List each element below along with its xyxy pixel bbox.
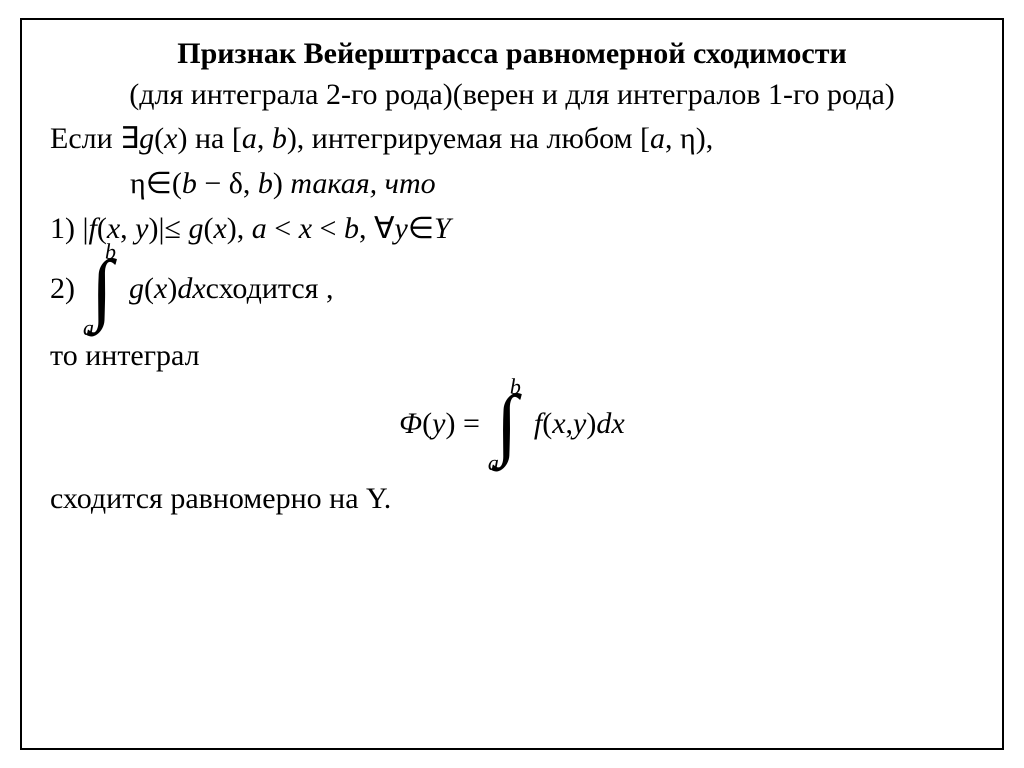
condition-intro-line: Если ∃g(x) на [a, b), интегрируемая на л… [50, 116, 974, 161]
integral-lower-limit: a [83, 315, 94, 341]
text-fragment: ( [542, 407, 552, 441]
text-fragment: ( [144, 272, 154, 306]
math-var: a [252, 212, 267, 245]
math-var: y [432, 407, 445, 441]
text-fragment: ( [203, 212, 213, 245]
text-fragment: ( [422, 407, 432, 441]
text-fragment: ) [273, 167, 291, 200]
text-fragment: )|≤ [149, 212, 189, 245]
math-var: x [164, 122, 177, 155]
condition-2-line: 2) b ∫ a g(x)dx сходится , [50, 253, 974, 325]
then-line: то интеграл [50, 333, 974, 378]
math-var: a [242, 122, 257, 155]
integral-lower-limit: a [488, 450, 499, 476]
text-fragment: η∈( [130, 167, 182, 200]
text-fragment: , ∀ [359, 212, 395, 245]
math-var: x [154, 272, 167, 306]
text-fragment: < [312, 212, 344, 245]
math-var: b [182, 167, 197, 200]
math-var: Φ [399, 407, 422, 441]
math-var: f [89, 212, 97, 245]
text-fragment: , [120, 212, 135, 245]
text-fragment: , [257, 122, 272, 155]
text-fragment: ), [227, 212, 252, 245]
integral-upper-limit: b [510, 374, 521, 400]
math-var: dx [177, 272, 205, 306]
text-fragment: ∈ [408, 212, 434, 245]
math-var: g [188, 212, 203, 245]
text-fragment: ( [154, 122, 164, 155]
math-var: g [139, 122, 154, 155]
math-var: g [129, 272, 144, 306]
theorem-subtitle: (для интеграла 2-го рода)(верен и для ин… [50, 75, 974, 116]
text-fragment: 1) | [50, 212, 89, 245]
text-fragment: ) [167, 272, 177, 306]
text-fragment: Если ∃ [50, 122, 139, 155]
integral-upper-limit: b [105, 239, 116, 265]
math-var: a [650, 122, 665, 155]
math-var: b [344, 212, 359, 245]
phi-equation: Φ(y) = b ∫ a f(x, y)dx [50, 388, 974, 460]
math-var: Y [434, 212, 451, 245]
math-var: b [272, 122, 287, 155]
text-fragment: ), интегрируемая на любом [ [287, 122, 650, 155]
document-page: Признак Вейерштрасса равномерной сходимо… [20, 18, 1004, 750]
text-fragment: 2) [50, 272, 75, 306]
math-var: y [395, 212, 408, 245]
math-var: x [552, 407, 565, 441]
math-var: f [534, 407, 542, 441]
conclusion-line: сходится равномерно на Y. [50, 476, 974, 521]
text-fragment: < [267, 212, 299, 245]
text-fragment: сходится , [206, 272, 334, 306]
math-var: x [213, 212, 226, 245]
text-fragment-italic: такая, что [290, 167, 435, 200]
text-fragment: , [566, 407, 574, 441]
math-var: y [135, 212, 148, 245]
condition-1-line: 1) |f(x, y)|≤ g(x), a < x < b, ∀y∈Y [50, 206, 974, 251]
integral-symbol-box: b ∫ a [77, 253, 127, 325]
math-var: dx [596, 407, 624, 441]
text-fragment: ) = [445, 407, 479, 441]
math-var: x [299, 212, 312, 245]
text-fragment: − δ, [197, 167, 258, 200]
integral-symbol-box: b ∫ a [482, 388, 532, 460]
condition-eta-line: η∈(b − δ, b) такая, что [50, 161, 974, 206]
text-fragment: ) на [ [177, 122, 241, 155]
theorem-title: Признак Вейерштрасса равномерной сходимо… [50, 34, 974, 73]
text-fragment: , η), [665, 122, 713, 155]
math-var: y [573, 407, 586, 441]
math-var: b [258, 167, 273, 200]
text-fragment: ) [586, 407, 596, 441]
